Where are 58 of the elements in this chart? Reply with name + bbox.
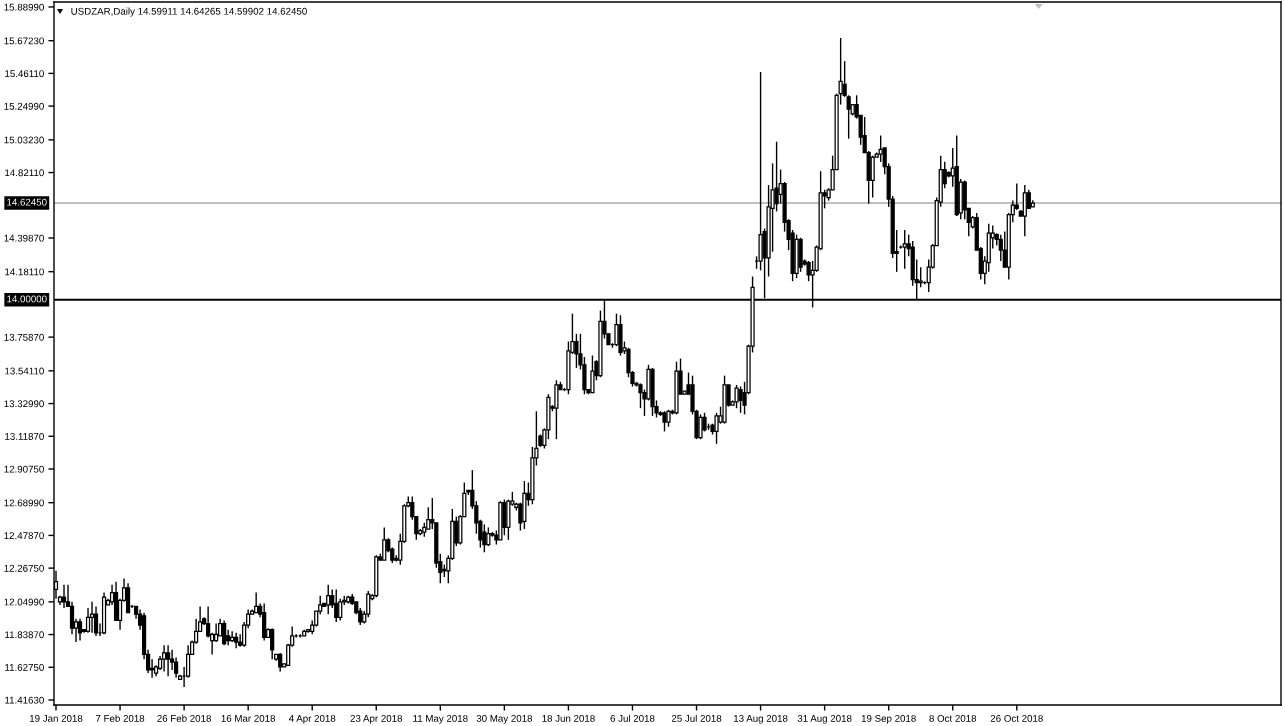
y-tick-label: 11.83870 bbox=[5, 631, 44, 639]
candlestick bbox=[662, 410, 667, 433]
candlestick bbox=[230, 630, 235, 643]
y-tick-label: 15.88990 bbox=[4, 3, 44, 11]
x-tick-label: 6 Jul 2018 bbox=[610, 714, 655, 722]
candlestick bbox=[590, 354, 595, 394]
x-tick-label: 26 Feb 2018 bbox=[157, 714, 211, 722]
y-tick-label: 11.62750 bbox=[5, 664, 44, 671]
y-tick-label: 12.47870 bbox=[4, 532, 44, 540]
x-tick-label: 19 Sep 2018 bbox=[861, 714, 916, 724]
candlestick bbox=[698, 413, 703, 440]
x-tick-label: 18 Jun 2018 bbox=[542, 714, 595, 722]
y-tick-label: 14.18110 bbox=[5, 268, 44, 276]
x-tick-label: 25 Jul 2018 bbox=[671, 714, 722, 722]
ref-line-label: 14.00000 bbox=[7, 295, 47, 303]
y-tick-label: 12.90750 bbox=[4, 465, 44, 473]
x-tick-label: 7 Feb 2018 bbox=[95, 714, 145, 722]
x-tick-label: 30 May 2018 bbox=[476, 714, 533, 724]
x-tick-label: 11 May 2018 bbox=[413, 714, 468, 724]
x-tick-label: 13 Aug 2018 bbox=[734, 714, 788, 724]
candlestick bbox=[738, 385, 743, 414]
candlestick bbox=[165, 644, 171, 677]
y-tick-label: 14.39870 bbox=[4, 234, 44, 242]
x-tick-label: 16 Mar 2018 bbox=[221, 714, 276, 722]
x-tick-label: 31 Aug 2018 bbox=[797, 714, 852, 724]
text: USDZAR,Daily 14.59911 14.64265 14.59902 14.62450 bbox=[71, 7, 307, 17]
x-tick-label: 4 Apr 2018 bbox=[288, 714, 336, 724]
x-tick-label: 23 Apr 2018 bbox=[350, 714, 403, 724]
y-tick-label: 13.32990 bbox=[4, 400, 44, 408]
ref-line-label: 14.62450 bbox=[7, 198, 47, 206]
candlestick bbox=[554, 379, 559, 440]
y-tick-label: 12.68990 bbox=[4, 499, 44, 507]
candlestick bbox=[334, 588, 339, 623]
y-tick-label: 14.82110 bbox=[5, 169, 44, 177]
y-tick-label: 13.75870 bbox=[4, 333, 44, 341]
candlestick bbox=[89, 601, 95, 634]
candlestick bbox=[1014, 182, 1019, 211]
candlestick bbox=[93, 605, 99, 637]
candlestick bbox=[214, 622, 219, 643]
y-tick-label: 15.46110 bbox=[5, 70, 44, 78]
candlestick bbox=[254, 591, 259, 614]
y-tick-label: 11.41630 bbox=[5, 696, 44, 704]
y-tick-label: 12.04990 bbox=[4, 598, 44, 606]
x-tick-label: 8 Oct 2018 bbox=[929, 714, 977, 722]
x-tick-label: 26 Oct 2018 bbox=[990, 714, 1043, 722]
y-tick-label: 15.24990 bbox=[4, 102, 44, 110]
candlestick bbox=[326, 584, 331, 615]
candlestick bbox=[482, 523, 487, 553]
y-tick-label: 12.26750 bbox=[4, 564, 44, 572]
y-tick-label: 15.67230 bbox=[4, 37, 44, 45]
y-tick-label: 13.54110 bbox=[5, 367, 44, 375]
candlestick bbox=[878, 134, 883, 163]
candlestick bbox=[734, 384, 739, 409]
y-tick-label: 15.03230 bbox=[4, 136, 44, 144]
x-tick-label: 19 Jan 2018 bbox=[29, 714, 83, 722]
candlestick bbox=[486, 526, 491, 547]
y-tick-label: 13.11870 bbox=[5, 433, 44, 440]
candlestick bbox=[870, 154, 875, 199]
